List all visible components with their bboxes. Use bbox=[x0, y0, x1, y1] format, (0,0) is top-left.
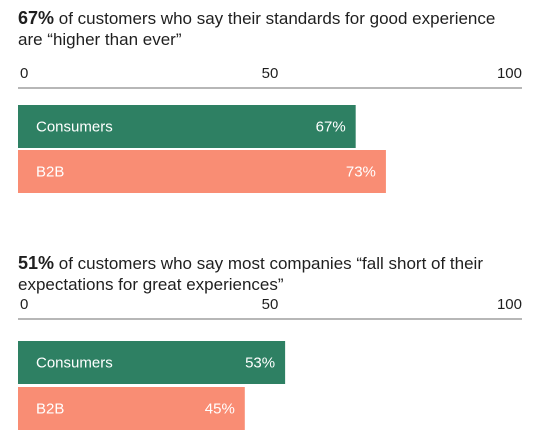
chart-title-text-1: of customers who say their standards for… bbox=[18, 9, 496, 49]
bar-chart-2: 0 50 100 Consumers 53% B2B 45% bbox=[18, 296, 522, 430]
chart-title-1: 67% of customers who say their standards… bbox=[18, 8, 498, 50]
chart-title-2: 51% of customers who say most companies … bbox=[18, 253, 498, 295]
bar-value-label: 67% bbox=[316, 119, 346, 136]
chart-title-text-2: of customers who say most companies “fal… bbox=[18, 254, 483, 294]
chart-title-highlight-2: 51% bbox=[18, 253, 55, 273]
chart-panel-2: 51% of customers who say most companies … bbox=[0, 247, 536, 443]
x-tick-label: 100 bbox=[497, 65, 522, 82]
bar-category-label: Consumers bbox=[36, 355, 113, 372]
bar-category-label: B2B bbox=[36, 401, 64, 418]
x-tick-label: 0 bbox=[20, 65, 28, 82]
bar-consumers bbox=[18, 341, 286, 384]
chart-panel-1: 67% of customers who say their standards… bbox=[0, 0, 536, 215]
bar-category-label: Consumers bbox=[36, 119, 113, 136]
bar-category-label: B2B bbox=[36, 164, 64, 181]
bar-chart-1: 0 50 100 Consumers 67% B2B 73% bbox=[18, 65, 522, 193]
x-tick-label: 50 bbox=[262, 296, 279, 313]
bar-value-label: 45% bbox=[205, 401, 235, 418]
x-tick-label: 100 bbox=[497, 296, 522, 313]
bar-b2b bbox=[18, 150, 386, 193]
bar-b2b bbox=[18, 387, 245, 430]
x-tick-label: 50 bbox=[262, 65, 279, 82]
bar-consumers bbox=[18, 105, 356, 148]
chart-title-highlight-1: 67% bbox=[18, 8, 55, 28]
bar-value-label: 53% bbox=[245, 355, 275, 372]
bar-value-label: 73% bbox=[346, 164, 376, 181]
x-tick-label: 0 bbox=[20, 296, 28, 313]
